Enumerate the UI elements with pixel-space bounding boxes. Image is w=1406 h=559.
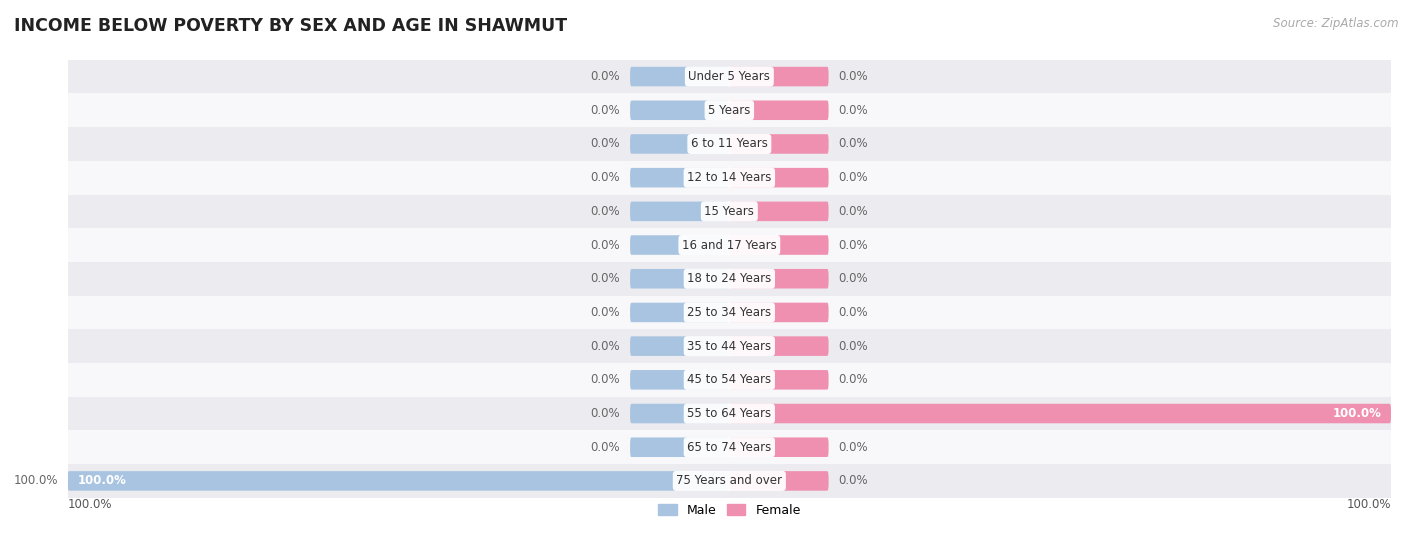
Text: 100.0%: 100.0%	[1333, 407, 1381, 420]
Text: 16 and 17 Years: 16 and 17 Years	[682, 239, 776, 252]
Bar	[67, 228, 1391, 262]
Text: 0.0%: 0.0%	[838, 272, 868, 285]
Text: 0.0%: 0.0%	[838, 138, 868, 150]
FancyBboxPatch shape	[730, 404, 1391, 423]
Text: 100.0%: 100.0%	[13, 475, 58, 487]
FancyBboxPatch shape	[730, 101, 828, 120]
Text: 5 Years: 5 Years	[709, 104, 751, 117]
Text: 0.0%: 0.0%	[838, 373, 868, 386]
Bar	[67, 161, 1391, 195]
Bar	[67, 93, 1391, 127]
Text: Under 5 Years: Under 5 Years	[689, 70, 770, 83]
Bar	[67, 195, 1391, 228]
Text: 0.0%: 0.0%	[838, 440, 868, 454]
Text: Source: ZipAtlas.com: Source: ZipAtlas.com	[1274, 17, 1399, 30]
FancyBboxPatch shape	[630, 302, 730, 322]
Text: 0.0%: 0.0%	[591, 138, 620, 150]
Bar	[67, 363, 1391, 397]
FancyBboxPatch shape	[630, 134, 730, 154]
FancyBboxPatch shape	[730, 370, 828, 390]
FancyBboxPatch shape	[630, 168, 730, 187]
Text: 0.0%: 0.0%	[591, 272, 620, 285]
FancyBboxPatch shape	[730, 337, 828, 356]
FancyBboxPatch shape	[630, 235, 730, 255]
FancyBboxPatch shape	[730, 269, 828, 288]
Text: 0.0%: 0.0%	[838, 239, 868, 252]
FancyBboxPatch shape	[730, 471, 828, 491]
Text: 0.0%: 0.0%	[838, 70, 868, 83]
FancyBboxPatch shape	[630, 269, 730, 288]
FancyBboxPatch shape	[67, 471, 730, 491]
Text: 45 to 54 Years: 45 to 54 Years	[688, 373, 772, 386]
Text: 0.0%: 0.0%	[838, 340, 868, 353]
Text: 100.0%: 100.0%	[67, 499, 112, 511]
Text: 0.0%: 0.0%	[591, 70, 620, 83]
Text: 75 Years and over: 75 Years and over	[676, 475, 782, 487]
Text: 12 to 14 Years: 12 to 14 Years	[688, 171, 772, 184]
FancyBboxPatch shape	[630, 438, 730, 457]
Bar	[67, 329, 1391, 363]
FancyBboxPatch shape	[730, 134, 828, 154]
Text: 100.0%: 100.0%	[77, 475, 127, 487]
Text: 65 to 74 Years: 65 to 74 Years	[688, 440, 772, 454]
Text: 0.0%: 0.0%	[838, 306, 868, 319]
FancyBboxPatch shape	[730, 67, 828, 86]
Bar	[67, 262, 1391, 296]
Text: 0.0%: 0.0%	[591, 171, 620, 184]
Text: 0.0%: 0.0%	[591, 407, 620, 420]
Bar	[67, 397, 1391, 430]
Text: 0.0%: 0.0%	[591, 104, 620, 117]
FancyBboxPatch shape	[630, 101, 730, 120]
Bar	[67, 296, 1391, 329]
Bar	[67, 430, 1391, 464]
Text: 0.0%: 0.0%	[838, 104, 868, 117]
Text: 6 to 11 Years: 6 to 11 Years	[690, 138, 768, 150]
Text: 0.0%: 0.0%	[591, 239, 620, 252]
FancyBboxPatch shape	[630, 202, 730, 221]
FancyBboxPatch shape	[730, 235, 828, 255]
FancyBboxPatch shape	[630, 404, 730, 423]
Text: 25 to 34 Years: 25 to 34 Years	[688, 306, 772, 319]
Text: 0.0%: 0.0%	[591, 306, 620, 319]
Text: 100.0%: 100.0%	[1347, 499, 1391, 511]
Text: INCOME BELOW POVERTY BY SEX AND AGE IN SHAWMUT: INCOME BELOW POVERTY BY SEX AND AGE IN S…	[14, 17, 567, 35]
Bar	[67, 464, 1391, 498]
FancyBboxPatch shape	[630, 370, 730, 390]
Text: 0.0%: 0.0%	[591, 340, 620, 353]
Text: 0.0%: 0.0%	[591, 205, 620, 218]
Text: 0.0%: 0.0%	[838, 171, 868, 184]
FancyBboxPatch shape	[730, 168, 828, 187]
FancyBboxPatch shape	[630, 67, 730, 86]
FancyBboxPatch shape	[630, 337, 730, 356]
Text: 0.0%: 0.0%	[838, 205, 868, 218]
Legend: Male, Female: Male, Female	[652, 499, 806, 522]
Text: 0.0%: 0.0%	[838, 475, 868, 487]
FancyBboxPatch shape	[730, 202, 828, 221]
Text: 35 to 44 Years: 35 to 44 Years	[688, 340, 772, 353]
Text: 0.0%: 0.0%	[591, 440, 620, 454]
Text: 55 to 64 Years: 55 to 64 Years	[688, 407, 772, 420]
Text: 0.0%: 0.0%	[591, 373, 620, 386]
Bar	[67, 127, 1391, 161]
Text: 18 to 24 Years: 18 to 24 Years	[688, 272, 772, 285]
FancyBboxPatch shape	[730, 438, 828, 457]
FancyBboxPatch shape	[730, 302, 828, 322]
Text: 15 Years: 15 Years	[704, 205, 754, 218]
Bar	[67, 60, 1391, 93]
